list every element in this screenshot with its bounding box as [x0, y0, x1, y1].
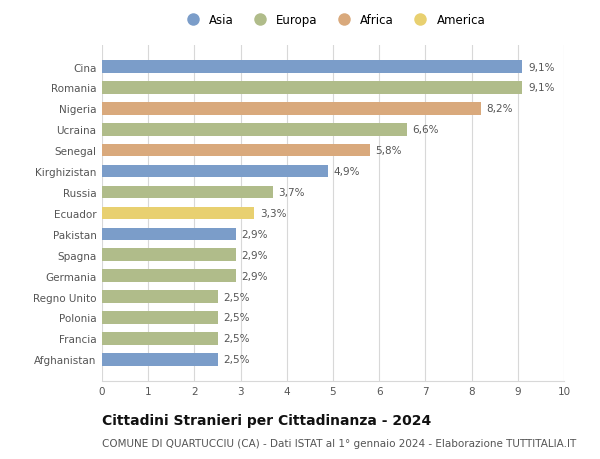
- Bar: [102, 228, 236, 241]
- Bar: [102, 332, 218, 345]
- Bar: [102, 145, 370, 157]
- Bar: [102, 249, 236, 262]
- Bar: [102, 82, 523, 95]
- Text: 9,1%: 9,1%: [528, 62, 554, 73]
- Bar: [102, 312, 218, 324]
- Text: 8,2%: 8,2%: [487, 104, 513, 114]
- Bar: [102, 270, 236, 282]
- Text: 2,9%: 2,9%: [242, 250, 268, 260]
- Text: 2,5%: 2,5%: [223, 354, 250, 364]
- Bar: [102, 353, 218, 366]
- Text: Cittadini Stranieri per Cittadinanza - 2024: Cittadini Stranieri per Cittadinanza - 2…: [102, 413, 431, 427]
- Bar: [102, 291, 218, 303]
- Bar: [102, 186, 273, 199]
- Text: 9,1%: 9,1%: [528, 83, 554, 93]
- Text: 2,5%: 2,5%: [223, 313, 250, 323]
- Text: 2,5%: 2,5%: [223, 292, 250, 302]
- Text: 3,7%: 3,7%: [278, 188, 305, 197]
- Bar: [102, 103, 481, 115]
- Text: 2,9%: 2,9%: [242, 230, 268, 239]
- Text: 5,8%: 5,8%: [376, 146, 402, 156]
- Bar: [102, 61, 523, 73]
- Text: 6,6%: 6,6%: [412, 125, 439, 135]
- Text: 2,5%: 2,5%: [223, 334, 250, 344]
- Bar: [102, 207, 254, 220]
- Legend: Asia, Europa, Africa, America: Asia, Europa, Africa, America: [178, 11, 488, 29]
- Text: 4,9%: 4,9%: [334, 167, 361, 177]
- Bar: [102, 165, 328, 178]
- Text: 2,9%: 2,9%: [242, 271, 268, 281]
- Text: 3,3%: 3,3%: [260, 208, 287, 218]
- Text: COMUNE DI QUARTUCCIU (CA) - Dati ISTAT al 1° gennaio 2024 - Elaborazione TUTTITA: COMUNE DI QUARTUCCIU (CA) - Dati ISTAT a…: [102, 438, 576, 448]
- Bar: [102, 124, 407, 136]
